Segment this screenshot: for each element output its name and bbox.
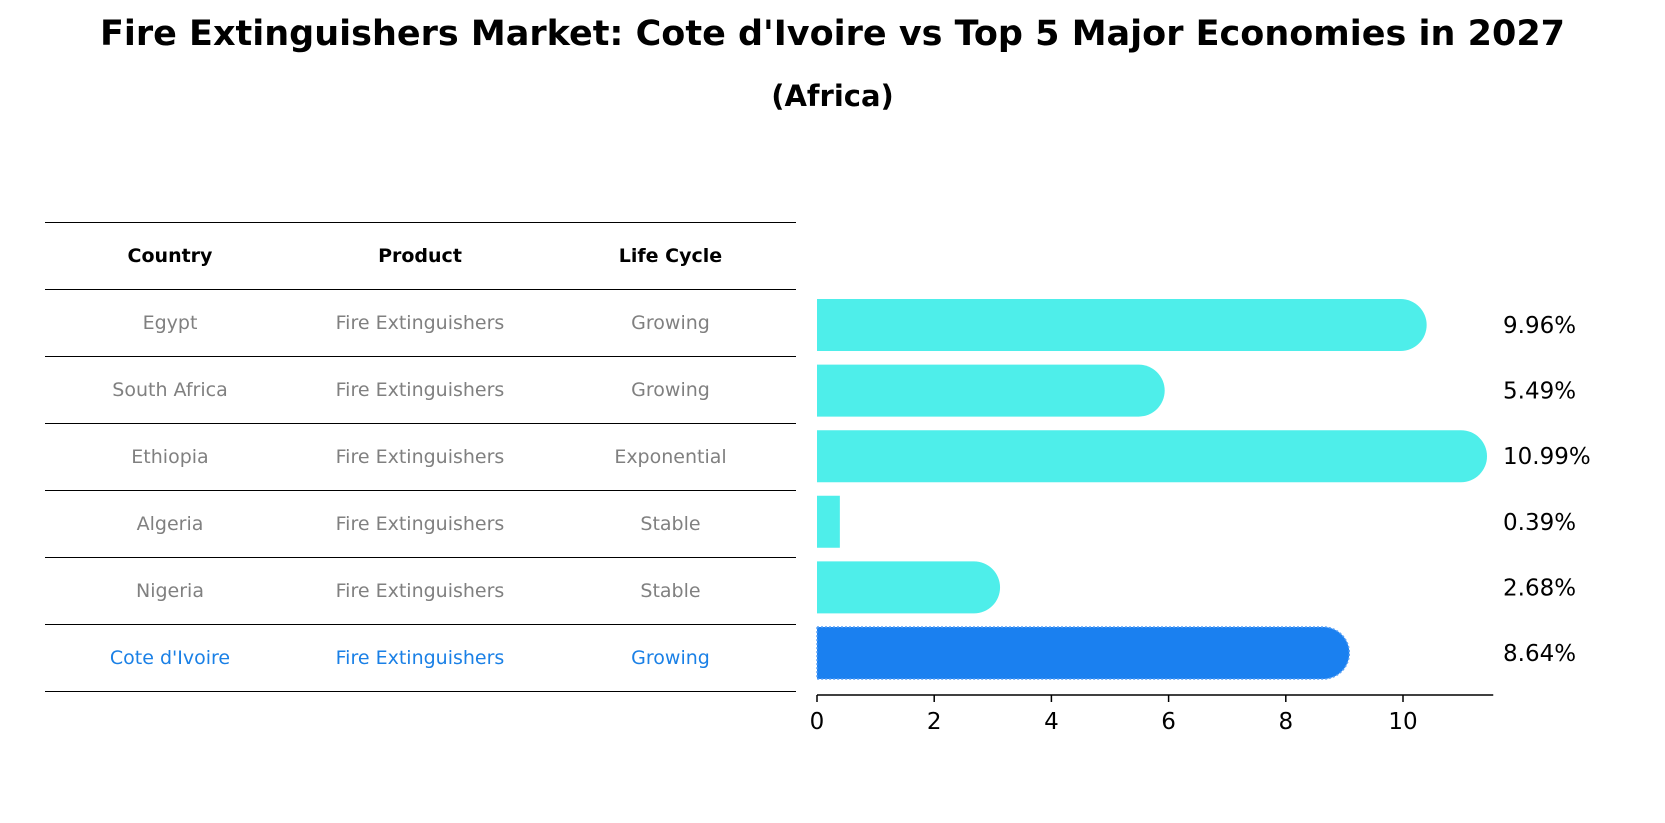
bar [817, 495, 840, 548]
chart-subtitle: (Africa) [771, 79, 894, 113]
chart-title: Fire Extinguishers Market: Cote d'Ivoire… [99, 14, 1566, 54]
cell-country: Algeria [136, 513, 204, 535]
bar-value-label: 5.49% [1503, 379, 1576, 405]
table-row: Nigeria Fire Extinguishers Stable [45, 558, 796, 625]
bar [816, 626, 1351, 680]
bar-value-label: 2.68% [1503, 575, 1576, 601]
cell-life-cycle: Stable [640, 580, 701, 602]
x-tick-label: 0 [810, 709, 825, 735]
cell-product: Fire Extinguishers [335, 513, 505, 535]
bar [817, 364, 1165, 417]
cell-life-cycle: Growing [631, 312, 710, 334]
bar [817, 430, 1488, 483]
cell-country: Nigeria [136, 580, 204, 602]
x-tick-label: 8 [1278, 709, 1293, 735]
cell-life-cycle: Growing [631, 647, 710, 669]
header-life-cycle: Life Cycle [618, 245, 723, 267]
bar [817, 561, 1001, 614]
cell-life-cycle: Exponential [614, 446, 727, 468]
data-table: Country Product Life Cycle Egypt Fire Ex… [45, 222, 796, 692]
cell-country: South Africa [112, 379, 228, 401]
cell-product: Fire Extinguishers [335, 647, 505, 669]
cell-product: Fire Extinguishers [335, 446, 505, 468]
x-tick-label: 2 [927, 709, 942, 735]
cell-product: Fire Extinguishers [335, 580, 505, 602]
cell-country: Egypt [142, 312, 198, 334]
bar [817, 299, 1427, 351]
table-row-highlight: Cote d'Ivoire Fire Extinguishers Growing [45, 625, 796, 692]
table-row: Algeria Fire Extinguishers Stable [45, 491, 796, 558]
bar-value-label: 10.99% [1503, 444, 1591, 470]
cell-life-cycle: Growing [631, 379, 710, 401]
x-tick-label: 4 [1044, 709, 1059, 735]
cell-product: Fire Extinguishers [335, 379, 505, 401]
cell-country: Ethiopia [131, 446, 209, 468]
table-row: South Africa Fire Extinguishers Growing [45, 357, 796, 424]
bar-value-label: 9.96% [1503, 313, 1576, 339]
bar-value-label: 0.39% [1503, 510, 1576, 536]
bar-value-label: 8.64% [1503, 641, 1576, 667]
table-row: Ethiopia Fire Extinguishers Exponential [45, 424, 796, 491]
cell-product: Fire Extinguishers [335, 312, 505, 334]
header-product: Product [378, 245, 462, 267]
table-header-row: Country Product Life Cycle [45, 222, 796, 290]
cell-life-cycle: Stable [640, 513, 701, 535]
header-country: Country [127, 245, 213, 267]
x-tick-label: 6 [1161, 709, 1176, 735]
cell-country: Cote d'Ivoire [109, 647, 231, 669]
x-tick-label: 10 [1388, 709, 1417, 735]
table-row: Egypt Fire Extinguishers Growing [45, 290, 796, 357]
